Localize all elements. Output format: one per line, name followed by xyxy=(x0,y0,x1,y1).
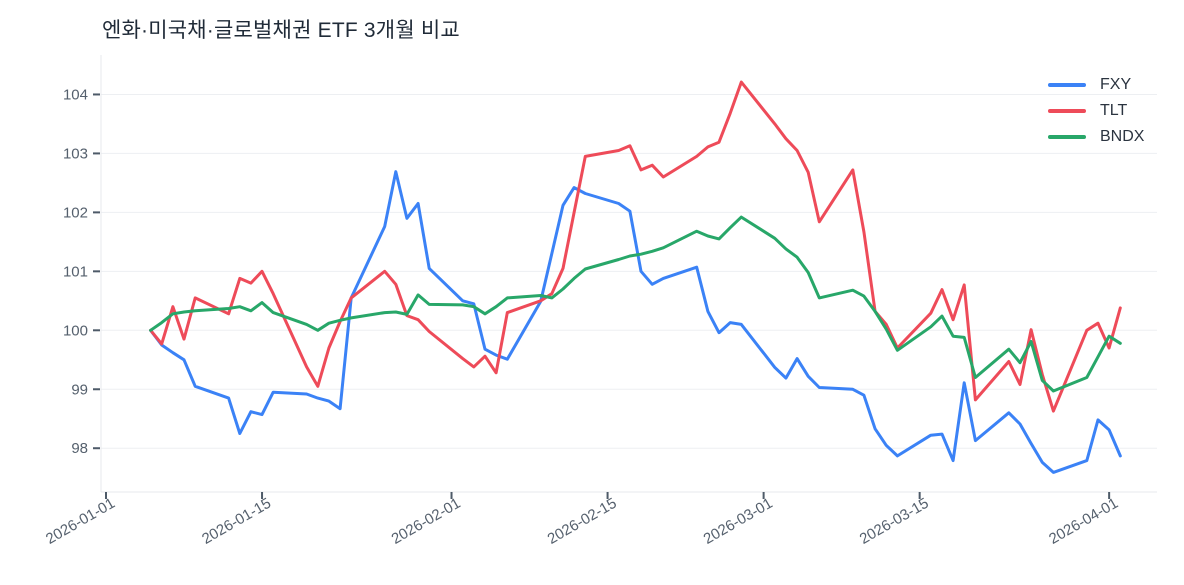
legend-label-bndx: BNDX xyxy=(1100,128,1145,145)
x-tick-label: 2026-03-01 xyxy=(701,495,776,548)
y-tick-label: 99 xyxy=(71,381,88,398)
chart-title: 엔화·미국채·글로벌채권 ETF 3개월 비교 xyxy=(102,19,460,42)
series-line-bndx xyxy=(149,215,1122,393)
legend-swatch-bndx xyxy=(1048,135,1086,139)
y-tick-label: 100 xyxy=(63,322,88,339)
legend-label-fxy: FXY xyxy=(1100,76,1132,93)
series-line-tlt xyxy=(149,80,1122,413)
y-tick-label: 103 xyxy=(63,145,88,162)
legend: FXY TLT BNDX xyxy=(1048,72,1144,150)
x-tick-label: 2026-01-15 xyxy=(199,495,274,548)
legend-label-tlt: TLT xyxy=(1100,102,1128,119)
x-tick-label: 2026-04-01 xyxy=(1046,495,1121,548)
legend-swatch-tlt xyxy=(1048,109,1086,113)
y-tick-label: 104 xyxy=(63,86,88,103)
legend-item-fxy[interactable]: FXY xyxy=(1048,72,1144,98)
legend-item-tlt[interactable]: TLT xyxy=(1048,98,1144,124)
y-tick-label: 98 xyxy=(71,440,88,457)
x-tick-label: 2026-01-01 xyxy=(43,495,118,548)
y-tick-label: 102 xyxy=(63,204,88,221)
x-tick-label: 2026-03-15 xyxy=(857,495,932,548)
x-tick-label: 2026-02-01 xyxy=(389,495,464,548)
legend-swatch-fxy xyxy=(1048,83,1086,87)
legend-item-bndx[interactable]: BNDX xyxy=(1048,124,1144,150)
y-tick-label: 101 xyxy=(63,263,88,280)
x-tick-label: 2026-02-15 xyxy=(545,495,620,548)
series-line-fxy xyxy=(149,170,1122,474)
